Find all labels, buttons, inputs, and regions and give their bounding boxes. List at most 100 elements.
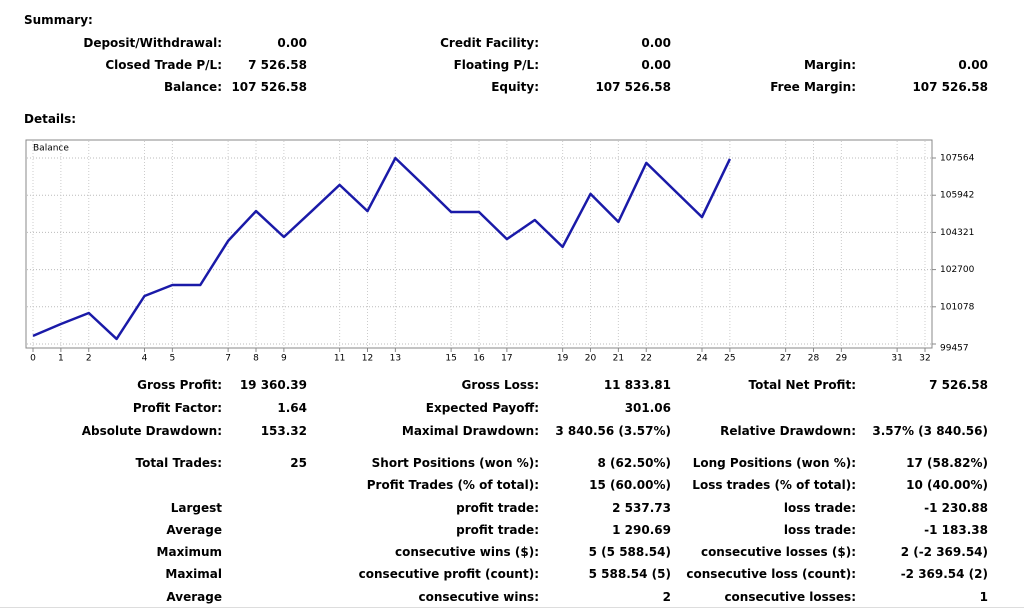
field-value: 153.32 [260, 424, 307, 438]
field-value: 2 537.73 [612, 501, 671, 515]
legend-label: Balance [33, 144, 69, 154]
y-tick-label: 107564 [940, 154, 975, 164]
field-label: Short Positions (won %): [371, 456, 539, 470]
field-label: Maximal [165, 567, 222, 581]
x-tick-label: 11 [334, 354, 345, 364]
x-tick-label: 25 [724, 354, 735, 364]
field-label: Deposit/Withdrawal: [83, 36, 222, 50]
field-value: 0.00 [277, 36, 307, 50]
x-tick-label: 31 [891, 354, 902, 364]
y-tick-label: 99457 [940, 343, 969, 353]
field-label: consecutive wins: [418, 590, 539, 604]
field-value: 0.00 [958, 58, 988, 72]
field-value: 11 833.81 [603, 378, 671, 392]
field-label: Absolute Drawdown: [81, 424, 222, 438]
x-tick-label: 7 [225, 354, 231, 364]
field-label: Long Positions (won %): [692, 456, 856, 470]
x-tick-label: 9 [281, 354, 287, 364]
field-label: Average [166, 590, 222, 604]
field-value: 7 526.58 [929, 378, 988, 392]
x-tick-label: 8 [253, 354, 259, 364]
field-value: -1 230.88 [924, 501, 988, 515]
field-value: 0.00 [641, 36, 671, 50]
field-value: 10 (40.00%) [906, 478, 988, 492]
field-label: Margin: [803, 58, 856, 72]
x-tick-label: 2 [86, 354, 92, 364]
y-tick-label: 105942 [940, 191, 974, 201]
field-value: 5 (5 588.54) [588, 545, 671, 559]
field-value: 7 526.58 [248, 58, 307, 72]
field-value: 3 840.56 (3.57%) [555, 424, 671, 438]
x-tick-label: 15 [445, 354, 456, 364]
field-label: Gross Profit: [137, 378, 222, 392]
field-label: Relative Drawdown: [720, 424, 856, 438]
field-label: Balance: [163, 80, 222, 94]
x-tick-label: 28 [808, 354, 820, 364]
y-tick-label: 101078 [940, 302, 975, 312]
field-label: consecutive losses: [724, 590, 856, 604]
field-value: 8 (62.50%) [597, 456, 671, 470]
field-label: Profit Factor: [132, 401, 222, 415]
field-value: 1 290.69 [612, 523, 671, 537]
x-tick-label: 20 [585, 354, 597, 364]
field-label: Expected Payoff: [425, 401, 539, 415]
x-tick-label: 1 [58, 354, 64, 364]
field-value: 19 360.39 [239, 378, 307, 392]
field-label: consecutive wins ($): [394, 545, 539, 559]
field-label: Gross Loss: [461, 378, 539, 392]
field-label: Profit Trades (% of total): [366, 478, 539, 492]
field-value: 2 (-2 369.54) [900, 545, 988, 559]
field-value: 3.57% (3 840.56) [872, 424, 988, 438]
field-label: Floating P/L: [453, 58, 539, 72]
field-label: consecutive losses ($): [700, 545, 856, 559]
field-value: 107 526.58 [231, 80, 307, 94]
x-tick-label: 0 [30, 354, 36, 364]
field-value: 107 526.58 [595, 80, 671, 94]
field-value: 25 [290, 456, 307, 470]
x-tick-label: 12 [362, 354, 373, 364]
x-tick-label: 22 [641, 354, 652, 364]
field-value: -1 183.38 [924, 523, 988, 537]
field-label: Maximum [156, 545, 222, 559]
field-label: loss trade: [783, 501, 856, 515]
field-value: 301.06 [624, 401, 671, 415]
x-tick-label: 29 [836, 354, 848, 364]
field-label: Average [166, 523, 222, 537]
y-tick-label: 102700 [940, 265, 975, 275]
field-label: consecutive profit (count): [358, 567, 539, 581]
field-label: Credit Facility: [440, 36, 539, 50]
x-tick-label: 19 [557, 354, 569, 364]
field-value: 17 (58.82%) [906, 456, 988, 470]
x-tick-label: 32 [919, 354, 930, 364]
x-tick-label: 21 [613, 354, 624, 364]
x-tick-label: 17 [501, 354, 512, 364]
field-value: 1 [979, 590, 988, 604]
field-label: profit trade: [456, 501, 539, 515]
field-label: Loss trades (% of total): [692, 478, 856, 492]
field-value: 0.00 [641, 58, 671, 72]
field-label: loss trade: [783, 523, 856, 537]
field-label: Total Net Profit: [748, 378, 856, 392]
field-label: profit trade: [456, 523, 539, 537]
field-label: consecutive loss (count): [686, 567, 856, 581]
field-value: 107 526.58 [912, 80, 988, 94]
x-tick-label: 16 [473, 354, 485, 364]
x-tick-label: 4 [142, 354, 148, 364]
field-label: Maximal Drawdown: [401, 424, 539, 438]
field-label: Equity: [491, 80, 539, 94]
field-label: Largest [170, 501, 222, 515]
x-tick-label: 24 [696, 354, 708, 364]
section-title: Details: [24, 112, 77, 126]
balance-line [32, 156, 732, 341]
field-value: 5 588.54 (5) [588, 567, 671, 581]
y-tick-label: 104321 [940, 228, 974, 238]
x-tick-label: 27 [780, 354, 791, 364]
divider [0, 607, 1024, 608]
field-value: -2 369.54 (2) [900, 567, 988, 581]
field-value: 2 [662, 590, 671, 604]
field-value: 1.64 [277, 401, 307, 415]
x-tick-label: 5 [170, 354, 176, 364]
field-label: Free Margin: [770, 80, 856, 94]
